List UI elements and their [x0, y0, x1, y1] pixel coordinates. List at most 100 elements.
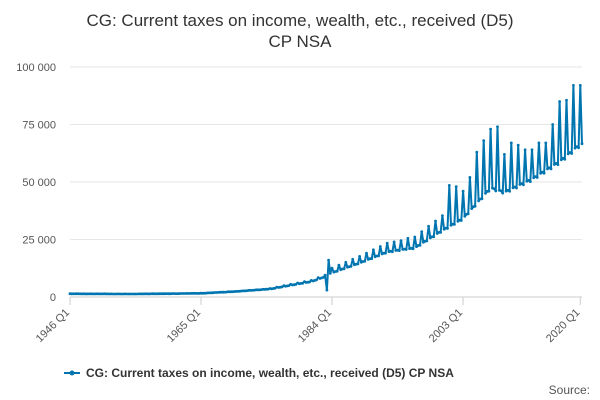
data-point[interactable]: [427, 224, 430, 228]
data-point[interactable]: [391, 250, 394, 254]
data-point[interactable]: [351, 257, 355, 261]
data-point[interactable]: [473, 204, 477, 208]
data-point[interactable]: [509, 141, 513, 145]
legend-marker-swatch: [69, 370, 75, 376]
x-axis: 1946 Q1 1965 Q1 1984 Q1 2003 Q1 2020 Q1: [34, 296, 582, 345]
data-point[interactable]: [461, 189, 465, 193]
data-point[interactable]: [544, 141, 548, 145]
data-point[interactable]: [378, 245, 382, 248]
y-tick-label: 25 000: [22, 235, 56, 247]
legend[interactable]: CG: Current taxes on income, wealth, etc…: [64, 366, 454, 380]
data-point[interactable]: [516, 143, 520, 147]
data-point[interactable]: [515, 186, 518, 190]
data-point[interactable]: [489, 127, 492, 131]
data-point[interactable]: [572, 84, 575, 87]
data-point[interactable]: [563, 157, 567, 161]
data-point[interactable]: [377, 254, 380, 258]
data-point[interactable]: [508, 189, 511, 193]
data-point[interactable]: [439, 231, 442, 234]
data-point[interactable]: [420, 230, 424, 234]
data-point[interactable]: [565, 98, 568, 102]
x-tick-label: 2020 Q1: [544, 307, 582, 345]
data-point[interactable]: [484, 191, 487, 195]
data-point[interactable]: [577, 146, 580, 150]
data-point[interactable]: [499, 189, 503, 193]
data-point[interactable]: [384, 251, 387, 255]
data-point[interactable]: [406, 236, 410, 240]
data-point[interactable]: [463, 214, 467, 218]
data-point[interactable]: [441, 214, 444, 218]
data-point[interactable]: [328, 272, 332, 275]
data-point[interactable]: [523, 148, 527, 152]
data-point[interactable]: [558, 100, 561, 103]
plot-area: [68, 84, 584, 296]
data-point[interactable]: [454, 185, 458, 189]
data-point[interactable]: [501, 191, 505, 195]
data-point[interactable]: [418, 243, 422, 247]
chart-title-line-2: CP NSA: [269, 32, 333, 51]
source-label[interactable]: Source:: [549, 383, 590, 397]
data-point[interactable]: [542, 171, 546, 175]
data-point[interactable]: [356, 262, 360, 266]
data-point[interactable]: [494, 189, 498, 193]
data-point[interactable]: [372, 248, 375, 252]
data-point[interactable]: [537, 141, 541, 145]
data-point[interactable]: [337, 263, 341, 267]
data-point[interactable]: [411, 247, 415, 251]
data-point[interactable]: [470, 207, 474, 211]
data-point[interactable]: [335, 269, 339, 273]
data-point[interactable]: [397, 249, 401, 253]
data-point[interactable]: [434, 219, 437, 223]
data-point[interactable]: [363, 259, 367, 263]
legend-label: CG: Current taxes on income, wealth, etc…: [86, 366, 454, 380]
data-point[interactable]: [570, 152, 574, 155]
data-point[interactable]: [475, 150, 479, 154]
data-point[interactable]: [459, 219, 463, 222]
data-point[interactable]: [365, 251, 368, 255]
data-point[interactable]: [468, 176, 472, 179]
data-point[interactable]: [446, 227, 449, 230]
data-point[interactable]: [392, 240, 396, 244]
data-point[interactable]: [578, 84, 582, 87]
data-point[interactable]: [480, 197, 484, 201]
data-point[interactable]: [315, 278, 318, 282]
data-point[interactable]: [447, 184, 451, 187]
data-point[interactable]: [325, 288, 329, 292]
y-tick-label: 75 000: [22, 120, 56, 132]
data-point[interactable]: [482, 139, 486, 143]
data-point[interactable]: [323, 273, 327, 277]
data-point[interactable]: [580, 142, 584, 146]
data-point[interactable]: [522, 183, 525, 187]
data-point[interactable]: [528, 180, 532, 184]
data-point[interactable]: [496, 125, 499, 129]
data-point[interactable]: [344, 260, 348, 264]
data-point[interactable]: [492, 187, 496, 191]
data-point[interactable]: [413, 235, 417, 239]
data-point[interactable]: [342, 267, 346, 271]
data-point[interactable]: [549, 167, 553, 171]
data-point[interactable]: [330, 266, 334, 270]
data-point[interactable]: [358, 255, 361, 258]
data-point[interactable]: [432, 235, 436, 239]
data-point[interactable]: [399, 239, 403, 243]
data-point[interactable]: [327, 258, 330, 262]
data-point[interactable]: [487, 189, 491, 193]
data-point[interactable]: [530, 148, 534, 152]
data-point[interactable]: [349, 265, 353, 268]
y-tick-label: 50 000: [22, 177, 56, 189]
data-point[interactable]: [385, 241, 389, 245]
data-point[interactable]: [503, 153, 506, 156]
x-tick-label: 2003 Q1: [427, 307, 465, 345]
data-point[interactable]: [551, 123, 555, 126]
data-point[interactable]: [453, 223, 456, 226]
data-point[interactable]: [322, 276, 325, 279]
data-point[interactable]: [425, 239, 429, 243]
data-point[interactable]: [477, 199, 480, 203]
series-line[interactable]: [69, 84, 583, 295]
data-point[interactable]: [556, 163, 560, 167]
data-point[interactable]: [404, 248, 408, 251]
data-point[interactable]: [466, 212, 470, 216]
data-point[interactable]: [535, 176, 539, 179]
data-point[interactable]: [370, 257, 374, 260]
